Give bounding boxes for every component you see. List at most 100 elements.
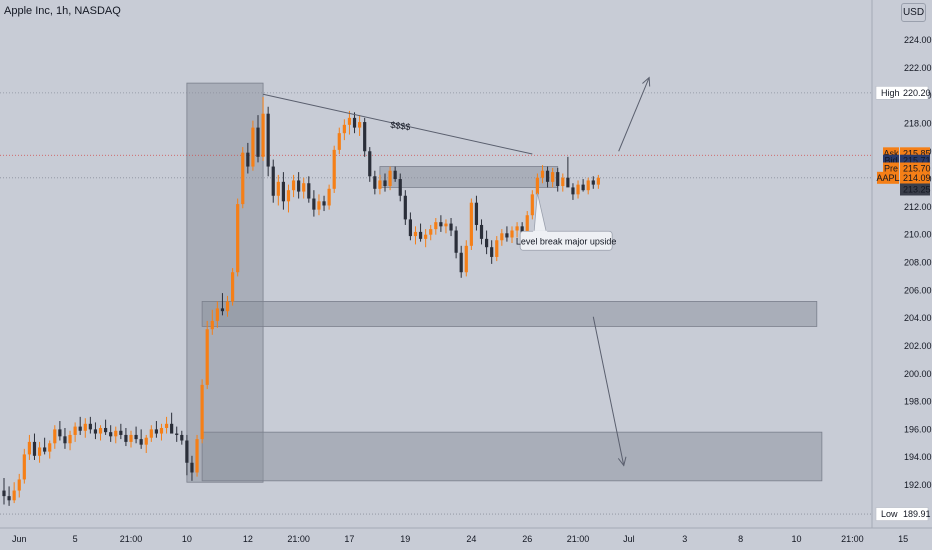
candle-body-96 (490, 247, 494, 257)
price-tag-1: Bid (884, 156, 897, 166)
candle-body-110 (561, 177, 565, 187)
candle-body-99 (505, 233, 509, 238)
y-tick-label: 194.00 (904, 452, 932, 462)
candle-body-111 (566, 177, 570, 188)
candle-body-14 (73, 426, 77, 435)
y-tick-label: 224.00 (904, 35, 932, 45)
candle-body-31 (159, 427, 164, 434)
y-tick-label: 200.00 (904, 369, 932, 379)
candle-body-95 (485, 238, 489, 248)
x-tick-label: 26 (522, 534, 532, 544)
candle-body-77 (393, 170, 397, 180)
x-tick-label: Jul (623, 534, 635, 544)
y-tick-label: 198.00 (904, 397, 932, 407)
x-tick-label: 15 (898, 534, 908, 544)
y-tick-label: 192.00 (904, 480, 932, 490)
callout-pointer (533, 192, 547, 232)
candle-body-109 (556, 172, 560, 187)
candle-body-84 (429, 229, 433, 235)
y-tick-label: 212.00 (904, 202, 932, 212)
candle-body-35 (180, 434, 184, 441)
candle-body-73 (373, 176, 377, 189)
candle-body-104 (530, 194, 534, 216)
candle-body-108 (551, 172, 555, 182)
arrow-up-shaft (618, 77, 650, 152)
candle-body-51 (261, 113, 265, 157)
candle-body-114 (581, 184, 585, 191)
candle-body-24 (124, 434, 128, 442)
candle-body-49 (251, 127, 255, 167)
candle-body-2 (12, 490, 16, 501)
candle-body-48 (246, 152, 250, 167)
candle-body-10 (53, 429, 57, 444)
candle-body-90 (459, 252, 463, 273)
x-tick-label: 10 (791, 534, 801, 544)
candle-body-15 (78, 426, 82, 431)
price-label-0: 215.85 (903, 148, 931, 158)
candle-body-105 (535, 177, 539, 195)
candle-body-46 (236, 204, 240, 273)
candle-body-17 (88, 423, 92, 430)
x-tick-label: 24 (466, 534, 476, 544)
candle-body-8 (43, 447, 47, 452)
y-tick-label: 204.00 (904, 313, 932, 323)
high-label-bg (875, 86, 929, 100)
currency-button[interactable]: USD (901, 3, 926, 22)
candle-body-56 (286, 190, 291, 202)
trendline (262, 93, 533, 155)
arrow-up-head (642, 76, 651, 87)
candle-body-103 (525, 215, 529, 241)
candle-body-106 (540, 170, 545, 178)
candle-body-98 (500, 233, 504, 241)
zone-rect-0 (186, 82, 264, 483)
price-label-bg-3 (900, 171, 930, 184)
arrow-down-head (617, 456, 627, 467)
candle-body-32 (164, 423, 169, 428)
candle-body-57 (291, 180, 296, 191)
trend-label: $$$$ (390, 120, 411, 132)
candle-body-40 (205, 329, 209, 385)
candle-body-16 (83, 423, 87, 431)
candle-body-4 (22, 454, 26, 480)
candle-body-62 (317, 201, 321, 210)
candle-body-61 (312, 198, 316, 210)
candle-body-43 (220, 308, 225, 312)
candle-body-83 (424, 234, 428, 239)
candle-body-6 (32, 441, 37, 456)
price-tag-bg-2 (883, 162, 899, 175)
candle-body-76 (388, 170, 392, 187)
candle-body-72 (368, 151, 372, 177)
callout-box (519, 230, 613, 251)
candle-body-70 (358, 122, 362, 128)
candle-body-37 (190, 462, 194, 473)
candle-body-29 (149, 429, 153, 438)
candle-body-101 (515, 226, 519, 231)
price-label-4: 213.25 (903, 184, 931, 194)
candle-body-117 (596, 177, 600, 185)
candle-body-1 (7, 496, 11, 501)
y-tick-label: 196.00 (904, 424, 932, 434)
candle-body-64 (327, 188, 331, 206)
candle-body-28 (144, 437, 148, 445)
candle-body-89 (454, 230, 458, 253)
low-label-price: 189.91 (903, 509, 931, 519)
high-label-price: 220.20 (903, 88, 931, 98)
x-tick-label: 21:00 (287, 534, 310, 544)
y-tick-label: 218.00 (904, 118, 932, 128)
candle-body-88 (449, 223, 453, 231)
candle-body-13 (68, 434, 72, 444)
chart-title: Apple Inc, 1h, NASDAQ (4, 5, 121, 17)
y-tick-label: 202.00 (904, 341, 932, 351)
candle-body-82 (418, 231, 423, 239)
x-tick-label: 5 (73, 534, 78, 544)
x-tick-label: 21:00 (120, 534, 143, 544)
candle-body-68 (347, 117, 352, 125)
candle-body-81 (413, 231, 418, 237)
candle-body-44 (225, 301, 230, 312)
zone-rect-2 (201, 431, 823, 482)
candle-body-47 (241, 152, 245, 205)
x-tick-label: 3 (682, 534, 687, 544)
candle-body-27 (139, 439, 143, 445)
